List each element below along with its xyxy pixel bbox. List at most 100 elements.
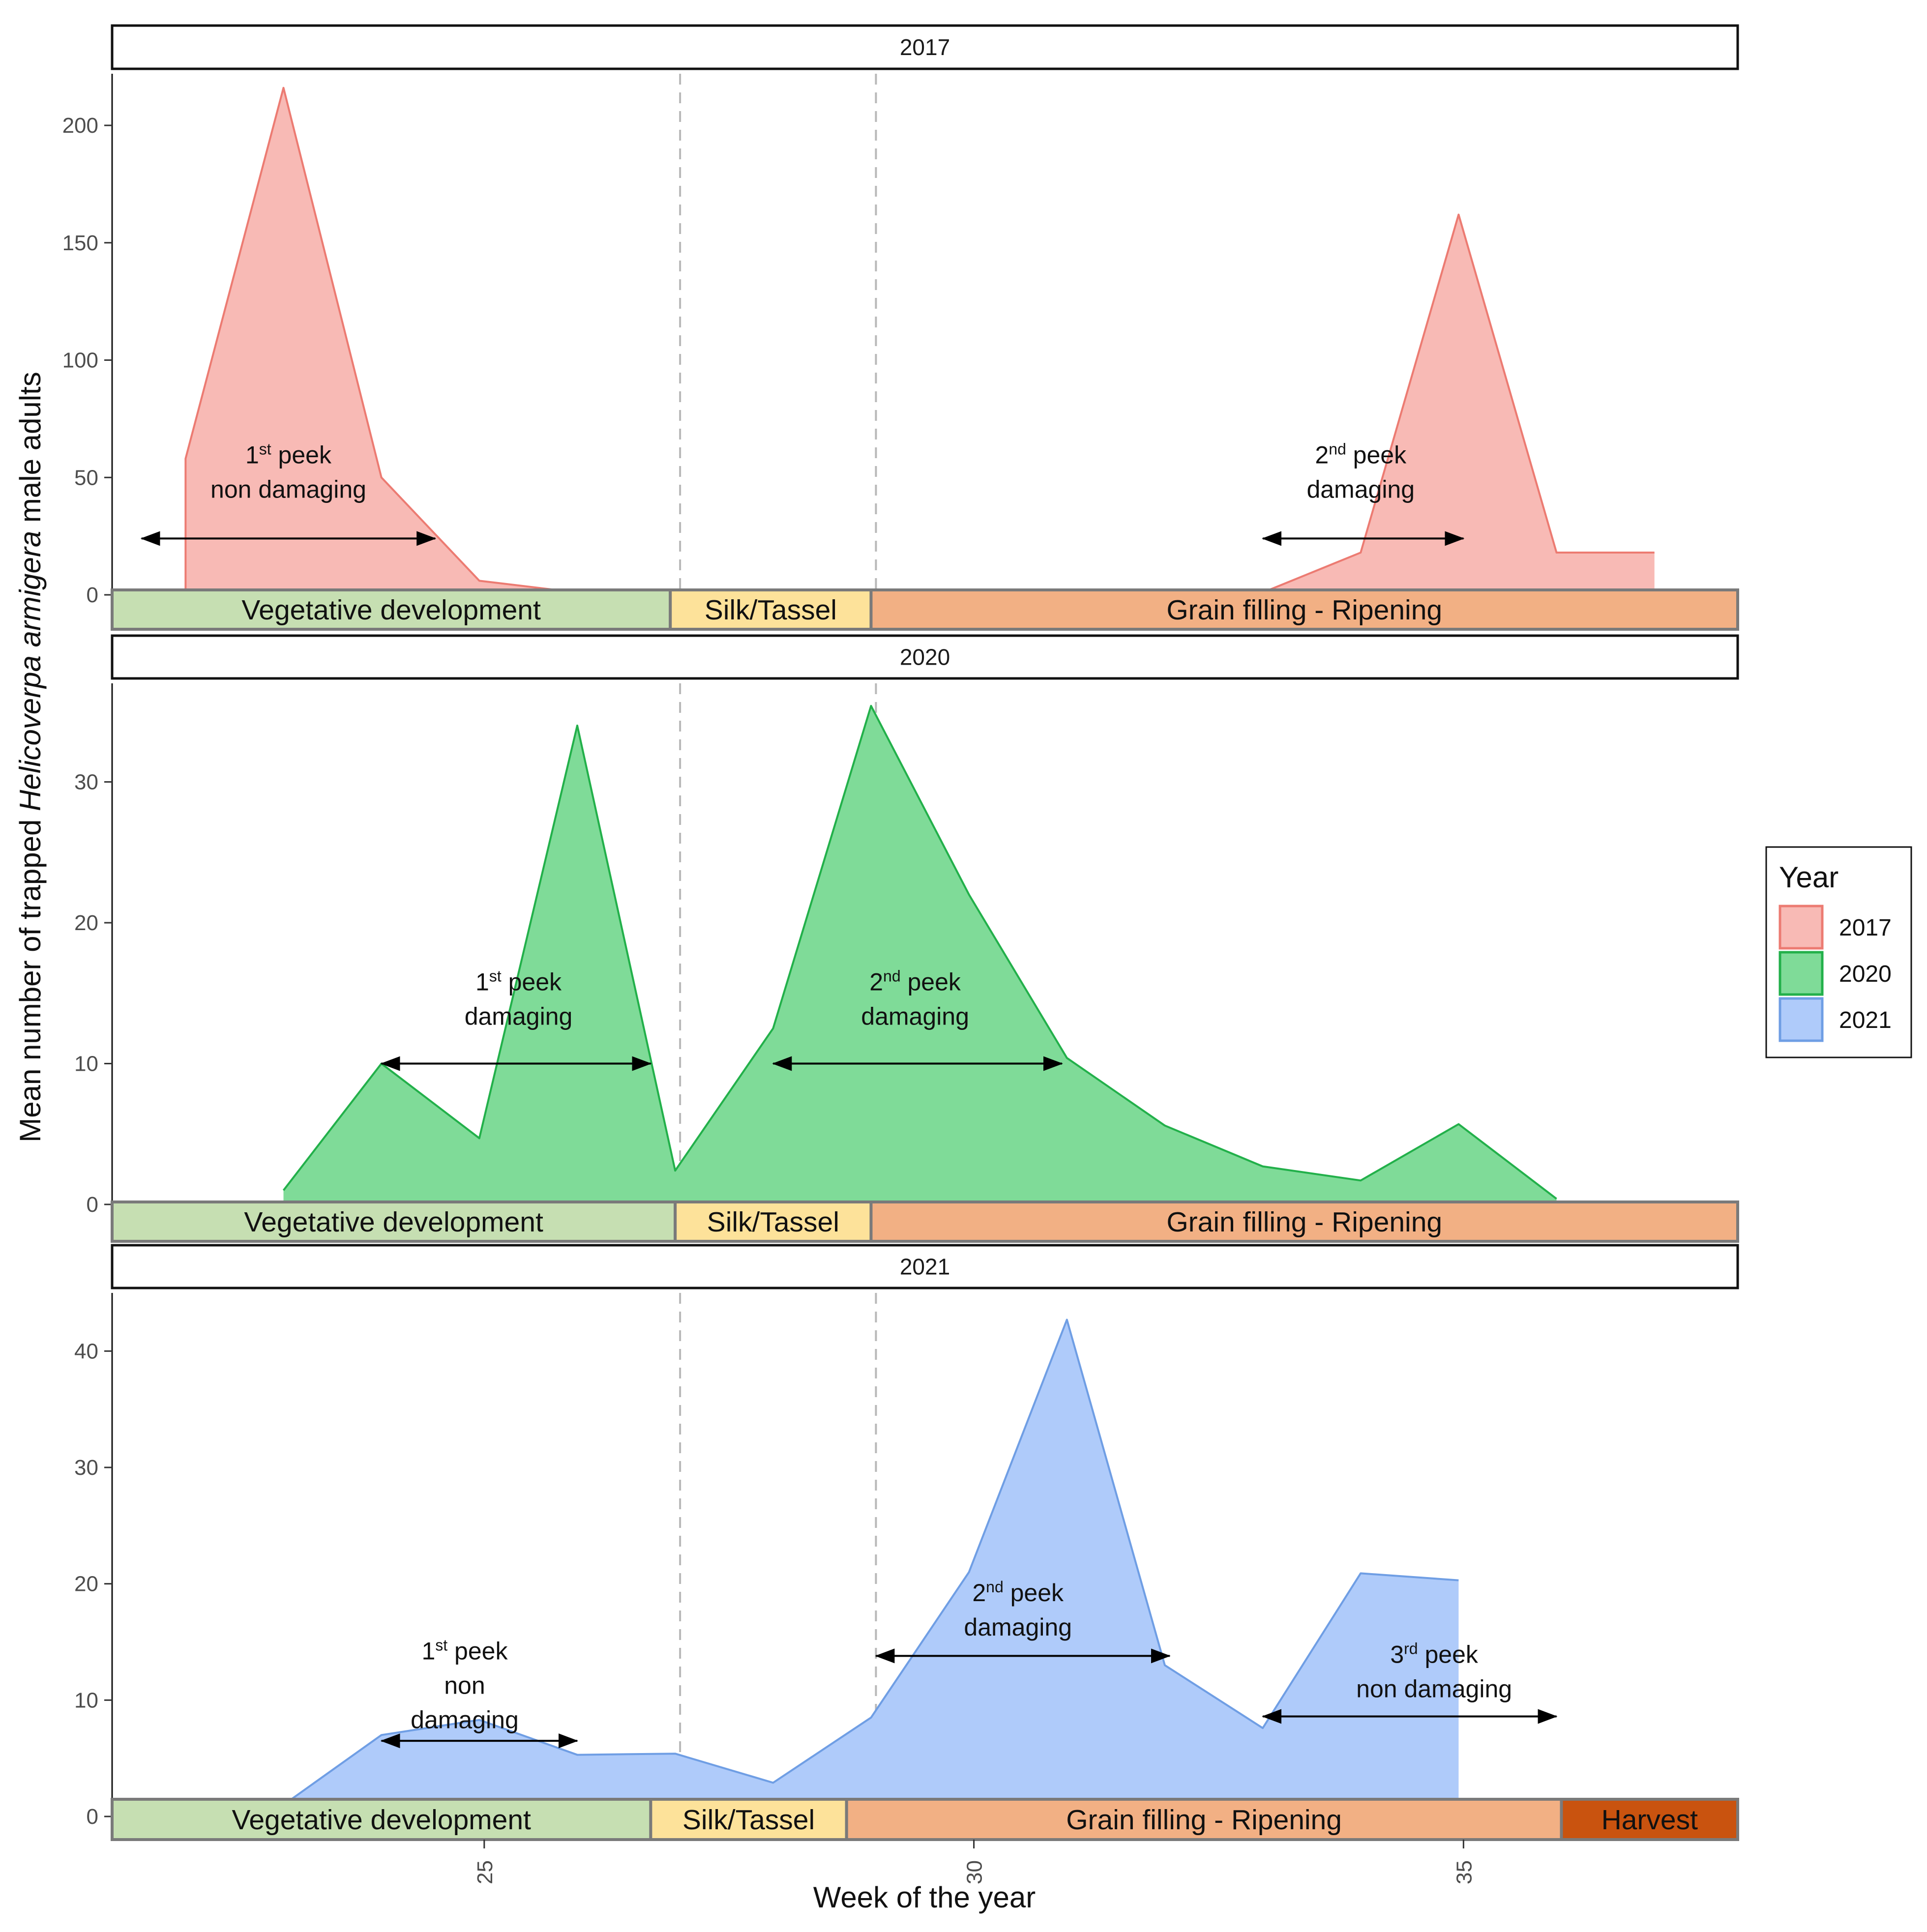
y-tick-label-2021-40: 40 bbox=[74, 1339, 98, 1363]
annotation-line: damaging bbox=[465, 1003, 573, 1030]
annotation-2020-1: 1st peek damaging bbox=[380, 967, 652, 1071]
annotation-title: 1st peek bbox=[475, 967, 562, 996]
annotation-line: damaging bbox=[964, 1613, 1072, 1641]
legend-label-2017: 2017 bbox=[1839, 915, 1892, 941]
annotation-2020-2: 2nd peek damaging bbox=[772, 967, 1063, 1071]
annotation-title: 3rd peek bbox=[1390, 1640, 1479, 1669]
annotation-ordinal-suffix: st bbox=[259, 440, 271, 458]
stage-band-grain bbox=[845, 1798, 1563, 1841]
annotation-peek: peek bbox=[271, 441, 332, 469]
y-tick-label-2021-0: 0 bbox=[87, 1805, 98, 1829]
annotation-peek: peek bbox=[901, 968, 961, 996]
x-tick-label-35: 35 bbox=[1452, 1860, 1476, 1884]
strip-2020 bbox=[111, 634, 1739, 680]
annotation-line: non bbox=[444, 1672, 485, 1699]
y-tick-label-2020-0: 0 bbox=[87, 1193, 98, 1217]
annotation-title: 2nd peek bbox=[972, 1578, 1064, 1607]
stage-label-grain: Grain filling - Ripening bbox=[1066, 1804, 1342, 1836]
annotation-ordinal-suffix: rd bbox=[1404, 1640, 1418, 1658]
stage-band-vegetative bbox=[111, 1200, 677, 1243]
stage-band-silk bbox=[649, 1798, 848, 1841]
y-tick-label-2021-30: 30 bbox=[74, 1456, 98, 1480]
stage-band-vegetative bbox=[111, 1798, 652, 1841]
stage-label-vegetative: Vegetative development bbox=[232, 1804, 531, 1836]
stage-label-silk: Silk/Tassel bbox=[705, 594, 837, 626]
legend-label-2020: 2020 bbox=[1839, 961, 1892, 987]
strip-2021 bbox=[111, 1244, 1739, 1289]
annotation-line: damaging bbox=[861, 1003, 969, 1030]
stage-band-silk bbox=[669, 588, 873, 631]
y-tick-label-2021-10: 10 bbox=[74, 1688, 98, 1712]
panel-2020: 2020 0 10 20 30 Vegetative development Silk/Ta… bbox=[74, 634, 1739, 1243]
annotation-2021-3: 3rd peek non damaging bbox=[1262, 1640, 1558, 1724]
annotation-line: damaging bbox=[411, 1706, 519, 1734]
strip-label-2021: 2021 bbox=[900, 1254, 950, 1280]
annotation-ordinal: 2 bbox=[869, 968, 883, 996]
annotation-2017-2: 2nd peek damaging bbox=[1262, 440, 1465, 546]
annotation-peek: peek bbox=[447, 1638, 508, 1665]
stage-band-harvest bbox=[1560, 1798, 1739, 1841]
annotation-title: 1st peek bbox=[421, 1637, 508, 1665]
x-tick-label-30: 30 bbox=[963, 1860, 987, 1884]
legend-key-2017 bbox=[1779, 905, 1824, 950]
x-tick-label-25: 25 bbox=[473, 1860, 497, 1884]
y-tick-label-2017-0: 0 bbox=[87, 583, 98, 607]
strip-label-2020: 2020 bbox=[900, 644, 950, 670]
y-tick-label-2017-100: 100 bbox=[62, 349, 98, 373]
annotation-2017-1: 1st peek non damaging bbox=[140, 440, 437, 546]
legend-key-2021 bbox=[1779, 997, 1824, 1042]
annotation-ordinal-suffix: st bbox=[489, 967, 502, 985]
y-axis-title-species: Helicoverpa armigera bbox=[14, 531, 47, 811]
annotation-ordinal-suffix: nd bbox=[1329, 440, 1346, 458]
stage-band-grain bbox=[869, 1200, 1739, 1243]
stage-band-grain bbox=[869, 588, 1739, 631]
y-axis-title-part-1: Mean number of trapped bbox=[14, 811, 47, 1142]
legend-label-2021: 2021 bbox=[1839, 1007, 1892, 1033]
y-tick-label-2020-10: 10 bbox=[74, 1052, 98, 1076]
stage-label-silk: Silk/Tassel bbox=[707, 1206, 839, 1238]
x-axis-title: Week of the year bbox=[813, 1881, 1036, 1914]
annotation-ordinal: 1 bbox=[421, 1638, 435, 1665]
annotation-ordinal: 1 bbox=[475, 968, 489, 996]
legend-title: Year bbox=[1779, 861, 1838, 894]
annotation-ordinal-suffix: nd bbox=[986, 1578, 1004, 1596]
y-tick-label-2020-30: 30 bbox=[74, 770, 98, 794]
stage-label-grain: Grain filling - Ripening bbox=[1166, 1206, 1442, 1238]
stage-band-vegetative bbox=[111, 588, 672, 631]
y-tick-label-2017-200: 200 bbox=[62, 114, 98, 138]
annotation-line: non damaging bbox=[210, 476, 366, 503]
annotation-2021-2: 2nd peek damaging bbox=[875, 1578, 1171, 1664]
annotation-peek: peek bbox=[1004, 1579, 1064, 1607]
annotation-ordinal-suffix: nd bbox=[883, 967, 901, 985]
stage-label-harvest: Harvest bbox=[1601, 1804, 1698, 1836]
strip-label-2017: 2017 bbox=[900, 34, 950, 60]
annotation-line: damaging bbox=[1306, 476, 1415, 503]
annotation-peek: peek bbox=[502, 968, 562, 996]
panel-2021: 2021 0 10 20 30 40 Vegetative development Silk/… bbox=[74, 1244, 1739, 1841]
area-fill-2021 bbox=[288, 1319, 1459, 1816]
annotation-ordinal: 3 bbox=[1390, 1641, 1404, 1669]
y-axis-title-part-3: male adults bbox=[14, 372, 47, 531]
annotation-ordinal: 2 bbox=[972, 1579, 986, 1607]
y-tick-label-2021-20: 20 bbox=[74, 1572, 98, 1596]
annotation-ordinal: 2 bbox=[1315, 441, 1329, 469]
annotation-title: 2nd peek bbox=[1315, 440, 1407, 469]
stage-label-grain: Grain filling - Ripening bbox=[1166, 594, 1442, 626]
y-tick-label-2017-50: 50 bbox=[74, 466, 98, 490]
stage-label-silk: Silk/Tassel bbox=[682, 1804, 815, 1836]
stage-label-vegetative: Vegetative development bbox=[241, 594, 541, 626]
legend-key-2020 bbox=[1779, 951, 1824, 996]
y-axis-title: Mean number of trapped Helicoverpa armig… bbox=[14, 372, 47, 1142]
annotation-ordinal-suffix: st bbox=[435, 1637, 447, 1654]
panel-2017: 2017 0 50 100 150 200 Vegetative development Si… bbox=[62, 24, 1739, 631]
annotation-title: 1st peek bbox=[245, 440, 332, 469]
y-tick-label-2020-20: 20 bbox=[74, 911, 98, 935]
area-fill-2020 bbox=[283, 705, 1557, 1204]
annotation-peek: peek bbox=[1346, 441, 1407, 469]
annotation-2021-1: 1st peek non damaging bbox=[380, 1637, 578, 1749]
strip-2017 bbox=[111, 24, 1739, 70]
annotation-line: non damaging bbox=[1356, 1675, 1512, 1703]
stage-label-vegetative: Vegetative development bbox=[244, 1206, 543, 1238]
